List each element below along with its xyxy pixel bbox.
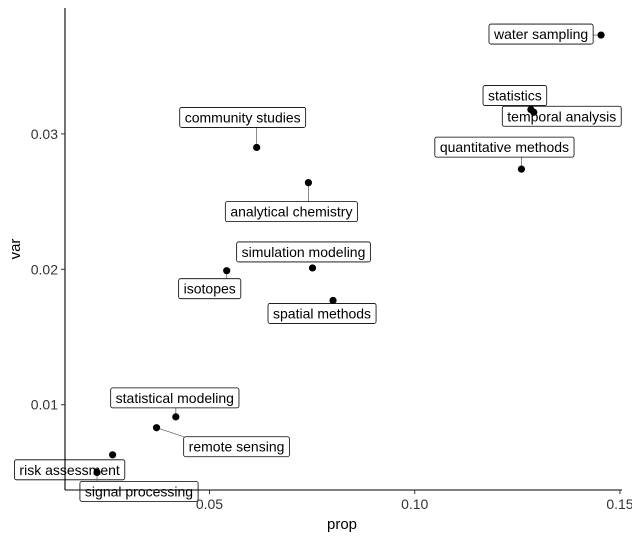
point-labels: water sampling statistics temporal analysi… — [14, 23, 622, 502]
point-label-box — [179, 107, 307, 128]
point-label: analytical chemistry — [224, 201, 358, 223]
point-label-box — [236, 241, 371, 263]
point-label: spatial methods — [267, 303, 377, 324]
point-label-text: simulation modeling — [242, 244, 366, 260]
data-point — [172, 413, 180, 421]
point-label-text: spatial methods — [273, 305, 371, 321]
point-label-box — [79, 480, 199, 502]
point-label-box — [183, 436, 290, 458]
point-label: statistics — [482, 85, 548, 106]
data-point — [109, 451, 117, 459]
y-tick-label: 0.03 — [31, 126, 58, 142]
y-axis-title: var — [7, 239, 24, 260]
point-label-box — [178, 278, 242, 300]
data-point — [517, 165, 526, 173]
point-label-text: temporal analysis — [507, 108, 616, 124]
point-label-text: risk assessment — [19, 462, 119, 478]
point-label: risk assessment — [14, 459, 126, 481]
point-label-text: quantitative methods — [440, 139, 569, 155]
point-label-box — [482, 85, 548, 106]
data-point — [152, 424, 161, 432]
y-tick-label: 0.02 — [31, 261, 58, 277]
point-label-text: remote sensing — [189, 439, 285, 455]
data-point — [304, 179, 313, 187]
point-label: remote sensing — [183, 436, 290, 458]
point-label-box — [224, 201, 358, 223]
point-label-box — [267, 303, 377, 324]
point-label: quantitative methods — [434, 136, 575, 158]
x-tick-label: 0.05 — [196, 496, 223, 512]
x-axis-title: prop — [327, 516, 357, 533]
data-point — [308, 264, 317, 272]
point-label-text: statistics — [488, 88, 542, 104]
data-point — [93, 468, 101, 476]
point-label: temporal analysis — [501, 105, 622, 127]
axis-ticks: 0.05 0.10 0.15 0.01 0.02 0.03 — [31, 126, 632, 512]
point-label: water sampling — [488, 23, 594, 45]
point-label-text: community studies — [185, 109, 301, 125]
point-label: signal processing — [79, 480, 199, 502]
point-label-text: statistical modeling — [116, 390, 234, 406]
point-label-box — [488, 23, 594, 45]
data-point — [530, 108, 538, 116]
x-tick-label: 0.10 — [401, 496, 428, 512]
point-label: community studies — [179, 107, 307, 128]
data-point — [329, 296, 337, 305]
x-tick-label: 0.15 — [606, 496, 632, 512]
point-label-text: analytical chemistry — [230, 204, 352, 220]
point-label: isotopes — [178, 278, 242, 300]
data-point — [597, 31, 605, 39]
point-label: statistical modeling — [110, 387, 240, 409]
data-point — [253, 143, 261, 152]
data-point — [223, 267, 231, 275]
y-tick-label: 0.01 — [31, 397, 58, 413]
point-label-box — [434, 136, 575, 158]
data-points — [93, 31, 605, 476]
label-leader-line — [156, 427, 184, 438]
point-label-text: isotopes — [184, 281, 236, 297]
point-label: simulation modeling — [236, 241, 371, 263]
point-label-text: signal processing — [85, 483, 193, 499]
point-label-text: water sampling — [493, 26, 588, 42]
point-label-box — [110, 387, 240, 409]
